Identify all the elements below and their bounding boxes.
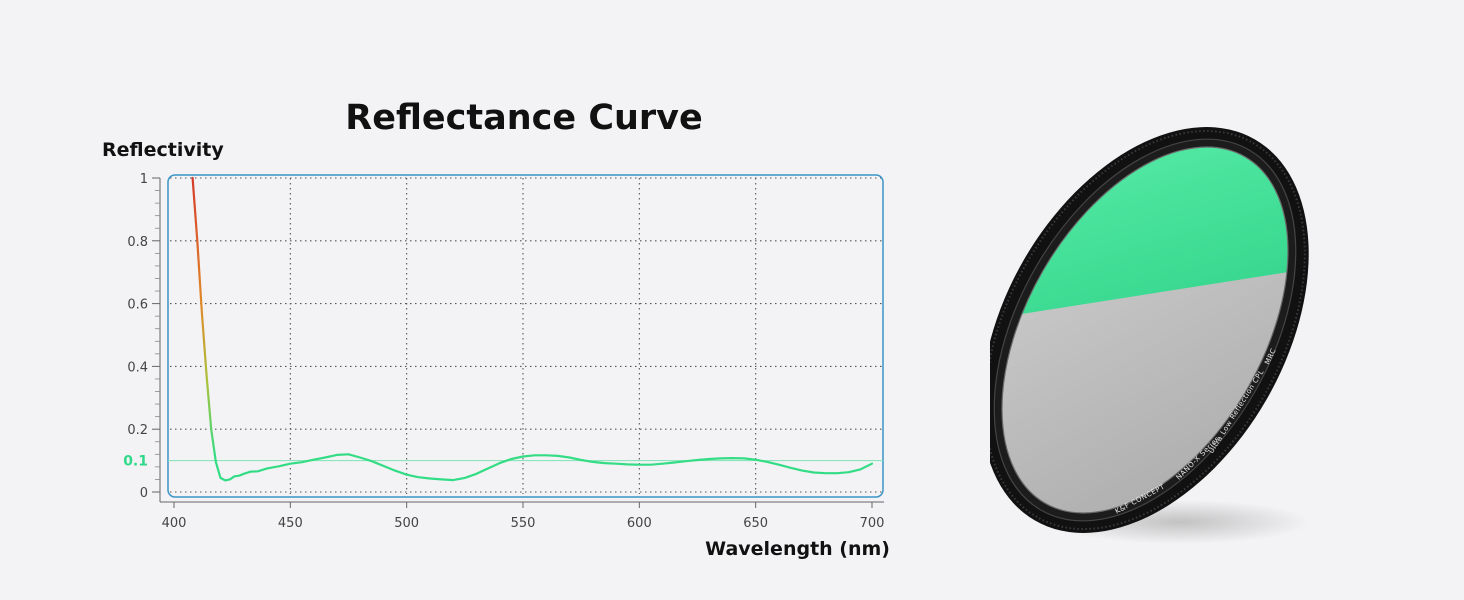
x-tick-label-400: 400 [162,516,187,531]
y-tick-label-1: 1 [140,172,148,187]
reflectivity-curve [191,176,874,482]
cpl-filter-image: Ultra Low Reflection CPL NANO-X Series K… [990,110,1320,563]
knurled-edge [990,129,1306,531]
y-tick-label-0: 0 [140,486,148,501]
reflectance-chart: Reflectance Curve Reflectivity Wavelengt… [102,98,890,560]
y-tick-label-0-6: 0.6 [127,298,148,313]
x-tick-label-550: 550 [511,516,536,531]
x-axis-label: Wavelength (nm) [705,538,890,560]
y-tick-label-0-2: 0.2 [127,423,148,438]
glass-edge [1001,146,1289,514]
x-tick-label-600: 600 [627,516,652,531]
y-minor-ticks [155,190,160,480]
plot-frame [167,174,884,498]
y-tick-label-0-8: 0.8 [127,235,148,250]
y-tick-labels: 0 0.2 0.4 0.6 0.8 1 [127,172,148,501]
green-coating-reflection [1002,110,1320,317]
reference-line-label: 0.1 [123,454,148,470]
x-tick-labels: 400 450 500 550 600 650 700 [162,516,885,531]
x-tick-label-450: 450 [278,516,303,531]
grid-lines [152,177,882,508]
x-tick-label-650: 650 [743,516,768,531]
y-tick-label-0-4: 0.4 [127,360,148,375]
chart-title: Reflectance Curve [345,98,702,138]
x-tick-label-500: 500 [394,516,419,531]
y-axis-label: Reflectivity [102,139,224,161]
x-tick-label-700: 700 [860,516,885,531]
